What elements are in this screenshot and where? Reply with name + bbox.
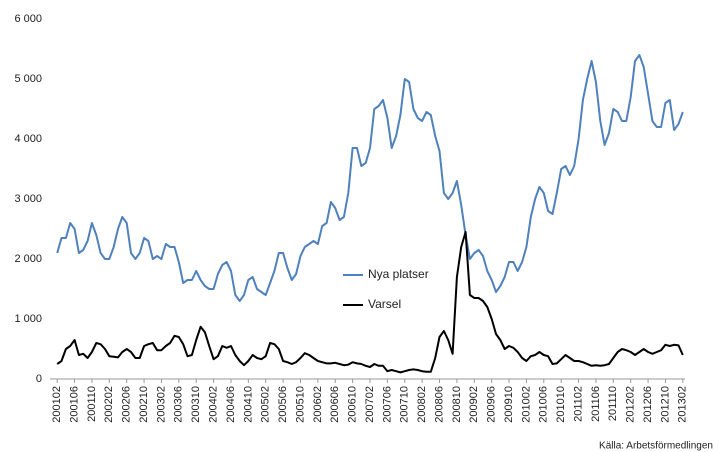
y-tick-label: 4 000	[14, 133, 42, 145]
x-tick-label: 200102	[51, 386, 63, 423]
x-tick-label: 200810	[451, 386, 463, 423]
y-tick-label: 3 000	[14, 193, 42, 205]
x-tick-label: 201010	[555, 386, 567, 423]
y-tick-label: 5 000	[14, 73, 42, 85]
x-tick-label: 200806	[433, 386, 445, 423]
y-tick-label: 1 000	[14, 313, 42, 325]
x-tick-label: 201110	[607, 386, 619, 421]
series-line	[56, 231, 684, 374]
x-tick-label: 200910	[503, 386, 515, 423]
legend-label: Varsel	[368, 297, 401, 311]
x-tick-label: 200110	[86, 386, 98, 422]
x-tick-label: 201210	[659, 386, 671, 423]
x-tick-label: 201206	[642, 386, 654, 423]
x-tick-label: 201202	[625, 386, 637, 423]
x-tick-label: 201002	[520, 386, 532, 423]
x-tick-label: 200902	[468, 386, 480, 423]
x-tick-label: 200502	[260, 386, 272, 423]
x-tick-label: 200402	[207, 386, 219, 423]
legend-label: Nya platser	[368, 267, 429, 281]
x-tick-label: 200310	[190, 386, 202, 423]
series-line	[56, 54, 684, 302]
x-tick-label: 201106	[590, 386, 602, 422]
x-tick-label: 200106	[68, 386, 80, 423]
x-tick-label: 200710	[399, 386, 411, 423]
x-tick-label: 200606	[329, 386, 341, 423]
source: Källa: Arbetsförmedlingen	[599, 441, 713, 452]
x-tick-label: 200406	[225, 386, 237, 423]
x-tick-label: 200610	[347, 386, 359, 423]
x-tick-label: 201102	[572, 386, 584, 422]
x-tick-label: 200506	[277, 386, 289, 423]
x-tick-label: 200302	[155, 386, 167, 423]
x-tick-label: 200510	[294, 386, 306, 423]
y-tick-label: 6 000	[14, 13, 42, 25]
y-tick-label: 0	[36, 373, 42, 385]
x-tick-label: 200306	[173, 386, 185, 423]
x-tick-label: 200602	[312, 386, 324, 423]
x-tick-label: 201302	[677, 386, 689, 423]
x-tick-label: 200802	[416, 386, 428, 423]
x-tick-label: 200202	[103, 386, 115, 423]
x-tick-label: 200410	[242, 386, 254, 423]
y-tick-label: 2 000	[14, 253, 42, 265]
x-tick-label: 200906	[486, 386, 498, 423]
x-tick-label: 200206	[121, 386, 133, 423]
x-tick-label: 200210	[138, 386, 150, 423]
x-tick-label: 200702	[364, 386, 376, 423]
x-tick-label: 200706	[381, 386, 393, 423]
x-tick-label: 201006	[538, 386, 550, 423]
